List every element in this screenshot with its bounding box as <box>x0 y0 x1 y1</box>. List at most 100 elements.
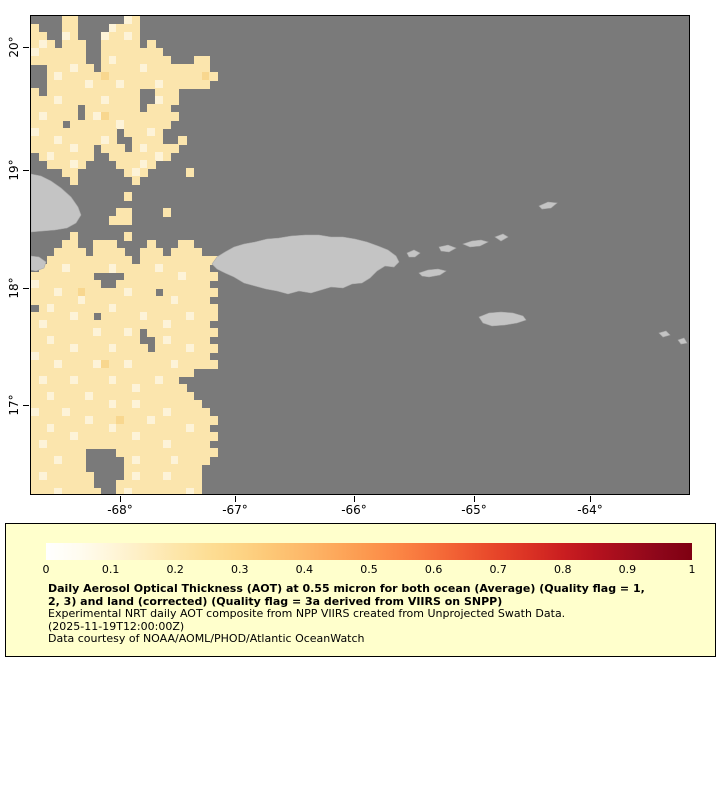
aot-data-cell <box>85 120 94 129</box>
legend-title-line1: Daily Aerosol Optical Thickness (AOT) at… <box>48 582 645 595</box>
aot-data-cell <box>193 480 202 489</box>
aot-data-cell <box>93 416 102 425</box>
aot-data-cell <box>77 440 86 449</box>
aot-data-cell <box>108 144 117 153</box>
aot-data-cell <box>193 448 202 457</box>
aot-data-cell <box>100 304 109 313</box>
aot-data-cell <box>170 72 179 81</box>
aot-data-cell <box>100 336 109 345</box>
aot-data-cell <box>124 264 133 273</box>
aot-data-cell <box>46 152 55 161</box>
aot-data-cell <box>62 144 71 153</box>
aot-data-cell <box>31 360 40 369</box>
aot-data-cell <box>209 344 218 353</box>
aot-data-cell <box>162 312 171 321</box>
aot-data-cell <box>162 120 171 129</box>
aot-data-cell <box>155 456 164 465</box>
aot-data-cell <box>69 440 78 449</box>
aot-data-cell <box>108 248 117 257</box>
aot-data-cell <box>85 392 94 401</box>
aot-data-cell <box>139 384 148 393</box>
colorbar-tick-label: 0.2 <box>166 563 184 576</box>
aot-data-cell <box>93 80 102 89</box>
aot-data-cell <box>85 144 94 153</box>
aot-data-cell <box>54 128 63 137</box>
aot-data-cell <box>178 288 187 297</box>
aot-data-cell <box>124 88 133 97</box>
aot-data-cell <box>77 320 86 329</box>
aot-data-cell <box>209 272 218 281</box>
aot-data-cell <box>46 368 55 377</box>
aot-data-cell <box>38 376 47 385</box>
aot-data-cell <box>38 312 47 321</box>
aot-data-cell <box>54 80 63 89</box>
legend-text: Daily Aerosol Optical Thickness (AOT) at… <box>48 582 705 646</box>
aot-data-cell <box>209 432 218 441</box>
aot-data-cell <box>31 456 40 465</box>
aot-data-cell <box>131 408 140 417</box>
aot-data-cell <box>186 256 195 265</box>
aot-data-cell <box>155 280 164 289</box>
aot-data-cell <box>77 40 86 49</box>
aot-data-cell <box>178 320 187 329</box>
anegada-island <box>538 201 558 210</box>
aot-data-cell <box>108 136 117 145</box>
aot-data-cell <box>62 384 71 393</box>
aot-data-cell <box>100 416 109 425</box>
aot-data-cell <box>147 104 156 113</box>
aot-data-cell <box>69 304 78 313</box>
aot-data-cell <box>108 120 117 129</box>
aot-data-cell <box>186 168 195 177</box>
aot-data-cell <box>31 272 40 281</box>
aot-data-cell <box>116 64 125 73</box>
aot-data-cell <box>124 352 133 361</box>
aot-data-cell <box>62 168 71 177</box>
aot-data-cell <box>54 72 63 81</box>
aot-data-cell <box>124 152 133 161</box>
aot-data-cell <box>170 88 179 97</box>
aot-data-cell <box>147 432 156 441</box>
aot-data-cell <box>186 432 195 441</box>
aot-data-cell <box>155 488 164 494</box>
aot-data-cell <box>131 480 140 489</box>
aot-data-cell <box>77 128 86 137</box>
culebra-island <box>406 249 421 258</box>
aot-data-cell <box>155 120 164 129</box>
aot-data-cell <box>100 344 109 353</box>
aot-data-cell <box>162 80 171 89</box>
aot-data-cell <box>131 120 140 129</box>
aot-data-cell <box>69 344 78 353</box>
landmasses <box>31 173 688 345</box>
aot-data-cell <box>69 168 78 177</box>
aot-data-cell <box>108 24 117 33</box>
aot-data-cell <box>178 424 187 433</box>
aot-data-cell <box>77 336 86 345</box>
aot-data-cell <box>170 368 179 377</box>
aot-data-cell <box>147 256 156 265</box>
aot-data-cell <box>62 280 71 289</box>
aot-data-cell <box>170 304 179 313</box>
aot-data-cell <box>31 48 40 57</box>
aot-data-cell <box>38 288 47 297</box>
aot-data-cell <box>69 352 78 361</box>
aot-data-cell <box>139 408 148 417</box>
aot-data-cell <box>100 408 109 417</box>
aot-data-cell <box>46 272 55 281</box>
aot-data-cell <box>170 312 179 321</box>
aot-data-cell <box>38 432 47 441</box>
aot-data-cell <box>162 320 171 329</box>
aot-data-cell <box>62 272 71 281</box>
aot-data-cell <box>77 72 86 81</box>
lat-tick-label: 17° <box>7 394 21 416</box>
aot-data-cell <box>131 288 140 297</box>
anguilla-island <box>658 330 671 338</box>
aot-data-cell <box>46 128 55 137</box>
aot-data-cell <box>69 32 78 41</box>
aot-data-cell <box>100 376 109 385</box>
aot-data-cell <box>209 256 218 265</box>
colorbar-tick-label: 0.3 <box>231 563 249 576</box>
aot-data-cell <box>38 104 47 113</box>
aot-data-cell <box>77 48 86 57</box>
aot-data-cell <box>38 328 47 337</box>
aot-data-cell <box>108 360 117 369</box>
